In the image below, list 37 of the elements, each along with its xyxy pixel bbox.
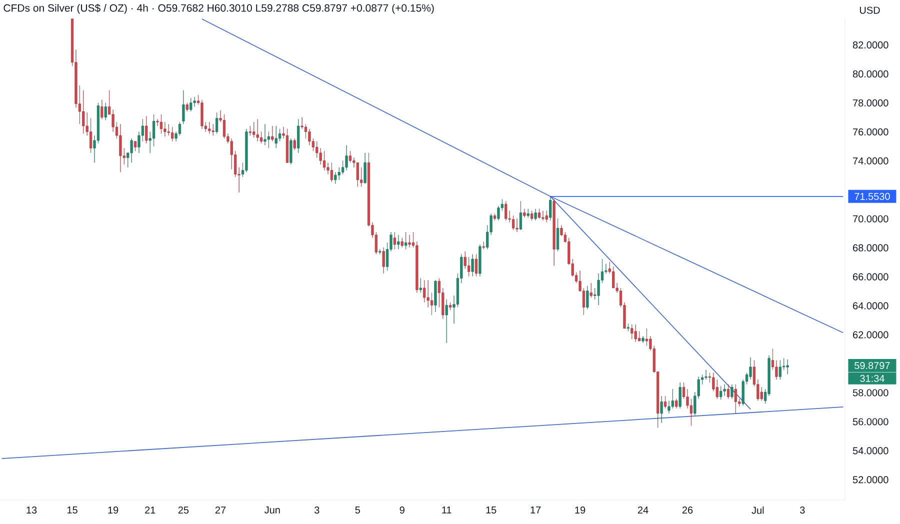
y-tick-label: 80.0000 [852, 70, 888, 78]
x-tick-label: 13 [26, 506, 37, 514]
x-tick-label: 26 [682, 506, 693, 514]
y-tick-label: 74.0000 [853, 157, 888, 164]
chart-title: CFDs on Silver (US$ / OZ) · 4h · O59.7682 H60.3010 L59.2788 C59.8797 +0.0877 (+0.15%) [4, 4, 434, 14]
text: 71.5530 [854, 192, 890, 200]
text: 31:34 [860, 374, 884, 382]
y-axis-title: USD [860, 6, 880, 14]
x-tick-label: 24 [638, 506, 648, 514]
x-tick-label: 9 [400, 506, 404, 514]
y-tick-label: 64.0000 [853, 302, 888, 310]
x-tick-label: 5 [355, 506, 360, 514]
y-tick-label: 82.0000 [852, 41, 888, 48]
x-tick-label: 19 [575, 506, 586, 514]
x-tick-label: Jun [264, 506, 280, 514]
x-tick-label: Jul [752, 506, 764, 514]
y-tick-label: 66.0000 [853, 273, 888, 280]
y-tick-label: 78.0000 [853, 99, 888, 106]
x-tick-label: 3 [314, 506, 320, 514]
y-tick-label: 68.0000 [853, 244, 888, 252]
x-tick-label: 21 [145, 506, 156, 514]
x-tick-label: 15 [486, 506, 496, 514]
x-tick-label: 3 [800, 506, 805, 514]
x-tick-label: 17 [530, 506, 541, 514]
y-tick-label: 70.0000 [853, 215, 888, 222]
y-tick-label: 58.0000 [852, 389, 888, 396]
text: 59.8797 [854, 362, 890, 370]
y-tick-label: 56.0000 [852, 418, 888, 426]
y-tick-label: 76.0000 [853, 128, 888, 136]
x-tick-label: 11 [442, 506, 452, 514]
x-tick-label: 25 [178, 506, 189, 514]
y-tick-label: 52.0000 [852, 476, 888, 484]
y-tick-label: 62.0000 [853, 331, 888, 338]
x-tick-label: 15 [67, 506, 78, 514]
y-tick-label: 54.0000 [852, 447, 888, 454]
x-tick-label: 27 [215, 506, 226, 514]
x-tick-label: 19 [108, 506, 118, 514]
